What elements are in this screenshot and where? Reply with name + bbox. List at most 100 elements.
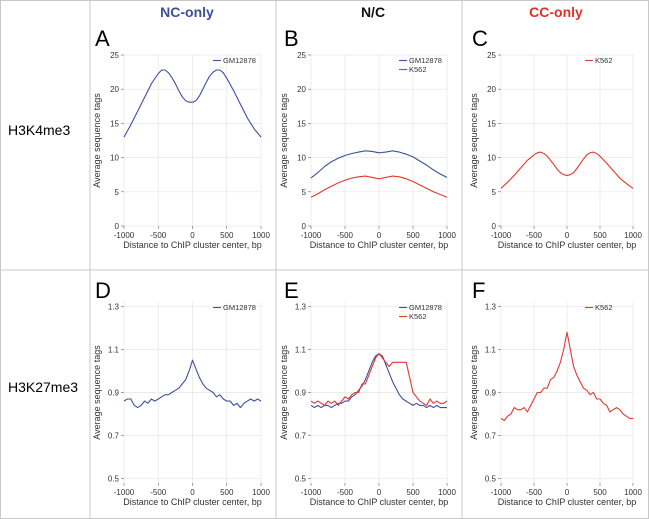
y-tick-label: 25 [297, 51, 306, 60]
x-axis-label: Distance to ChIP cluster center, bp [123, 240, 261, 250]
y-tick-label: 0.9 [485, 389, 497, 398]
legend-entry: GM12878 [223, 56, 256, 65]
y-tick-label: 20 [487, 85, 496, 94]
y-tick-label: 0.5 [485, 475, 497, 484]
chart-panel-e: E 0.5 0.7 0.9 1.1 1.3 -1000 -500 0 500 1000Distanc… [279, 278, 456, 507]
legend-entry: GM12878 [409, 56, 442, 65]
x-tick-label: 0 [565, 231, 570, 240]
x-tick-label: 500 [593, 488, 607, 497]
y-axis-label: Average sequence tags [92, 93, 102, 188]
y-tick-label: 10 [297, 154, 306, 163]
legend-entry: K562 [409, 65, 427, 74]
series-line-k562 [310, 175, 448, 198]
y-axis-label: Average sequence tags [469, 93, 479, 188]
y-tick-label: 0.9 [295, 389, 307, 398]
y-tick-label: 0.7 [295, 432, 307, 441]
y-tick-label: 15 [110, 119, 119, 128]
row-label-h3k27me3: H3K27me3 [8, 379, 78, 395]
y-tick-label: 0.7 [108, 432, 120, 441]
legend-entry: K562 [409, 312, 427, 321]
x-tick-label: 1000 [438, 231, 456, 240]
y-tick-label: 0 [492, 222, 497, 231]
x-tick-label: -500 [337, 231, 354, 240]
series-line-gm12878 [310, 150, 448, 179]
x-tick-label: -500 [150, 488, 167, 497]
x-tick-label: 0 [377, 488, 382, 497]
x-axis-label: Distance to ChIP cluster center, bp [310, 240, 448, 250]
x-tick-label: -1000 [491, 488, 512, 497]
x-tick-label: -1000 [114, 488, 135, 497]
y-tick-label: 10 [487, 154, 496, 163]
series-line-k562 [500, 151, 634, 189]
y-tick-label: 0.5 [108, 475, 120, 484]
y-tick-label: 5 [115, 188, 120, 197]
y-tick-label: 25 [110, 51, 119, 60]
x-tick-label: 1000 [624, 488, 642, 497]
x-tick-label: 0 [190, 231, 195, 240]
y-axis-label: Average sequence tags [279, 93, 289, 188]
column-title-cc-only: CC-only [529, 4, 583, 20]
y-tick-label: 20 [297, 85, 306, 94]
x-axis-label: Distance to ChIP cluster center, bp [498, 497, 636, 507]
series-line-k562 [310, 353, 448, 406]
x-tick-label: 0 [565, 488, 570, 497]
x-tick-label: 0 [190, 488, 195, 497]
chart-panel-f: F 0.5 0.7 0.9 1.1 1.3 -1000 -500 0 500 1000Distanc… [469, 278, 642, 507]
y-tick-label: 1.3 [108, 302, 120, 311]
x-tick-label: 500 [406, 488, 420, 497]
y-tick-label: 25 [487, 51, 496, 60]
x-tick-label: -1000 [114, 231, 135, 240]
legend-entry: K562 [595, 56, 613, 65]
x-tick-label: 500 [220, 488, 234, 497]
y-tick-label: 0.9 [108, 389, 120, 398]
x-axis-label: Distance to ChIP cluster center, bp [498, 240, 636, 250]
panel-letter: B [284, 26, 299, 51]
x-axis-label: Distance to ChIP cluster center, bp [310, 497, 448, 507]
series-line-gm12878 [123, 69, 262, 138]
y-tick-label: 5 [492, 188, 497, 197]
series-line-gm12878 [123, 359, 262, 409]
x-tick-label: 0 [377, 231, 382, 240]
y-tick-label: 10 [110, 154, 119, 163]
x-tick-label: -1000 [301, 231, 322, 240]
legend-entry: K562 [595, 303, 613, 312]
column-title-n-c: N/C [361, 4, 385, 20]
y-tick-label: 0 [302, 222, 307, 231]
row-label-h3k4me3: H3K4me3 [8, 122, 70, 138]
x-tick-label: 1000 [252, 488, 270, 497]
panel-letter: F [472, 278, 485, 303]
y-axis-label: Average sequence tags [279, 345, 289, 440]
x-tick-label: -500 [337, 488, 354, 497]
y-tick-label: 1.1 [295, 345, 307, 354]
x-tick-label: -500 [526, 231, 543, 240]
y-tick-label: 1.1 [485, 345, 497, 354]
y-tick-label: 20 [110, 85, 119, 94]
x-tick-label: -1000 [301, 488, 322, 497]
column-title-nc-only: NC-only [160, 4, 214, 20]
y-tick-label: 0.7 [485, 432, 497, 441]
y-tick-label: 1.3 [485, 302, 497, 311]
chart-panel-d: D 0.5 0.7 0.9 1.1 1.3 -1000 -500 0 500 1000Distanc… [92, 278, 270, 507]
y-axis-label: Average sequence tags [469, 345, 479, 440]
x-tick-label: 1000 [438, 488, 456, 497]
y-tick-label: 1.1 [108, 345, 120, 354]
x-tick-label: -500 [526, 488, 543, 497]
panel-letter: E [284, 278, 299, 303]
panel-letter: A [95, 26, 110, 51]
series-line-k562 [500, 331, 633, 422]
y-tick-label: 5 [302, 188, 307, 197]
legend-entry: GM12878 [223, 303, 256, 312]
y-tick-label: 0.5 [295, 475, 307, 484]
y-tick-label: 15 [487, 119, 496, 128]
panel-letter: C [472, 26, 488, 51]
legend-entry: GM12878 [409, 303, 442, 312]
y-tick-label: 15 [297, 119, 306, 128]
x-tick-label: -1000 [491, 231, 512, 240]
x-tick-label: 1000 [624, 231, 642, 240]
